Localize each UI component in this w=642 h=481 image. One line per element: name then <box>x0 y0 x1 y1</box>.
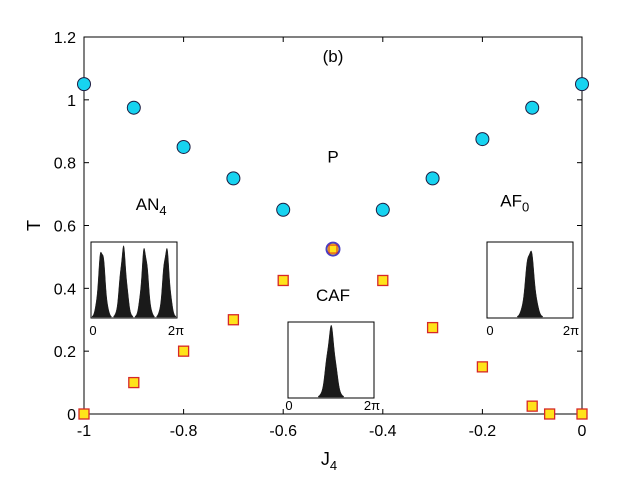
inset-peak <box>318 325 344 398</box>
inset-AF0: 0 2π <box>486 241 579 338</box>
square-point <box>78 408 90 420</box>
circle-point <box>176 139 191 154</box>
circle-point <box>226 171 241 186</box>
annotation-label: AF0 <box>500 192 529 215</box>
y-tick-label: 0.4 <box>54 281 76 298</box>
y-tick-label: 1.2 <box>54 30 76 47</box>
inset-tick-label: 0 <box>285 398 292 413</box>
annotation-label: AN4 <box>136 195 167 218</box>
x-tick-label: -1 <box>77 423 91 440</box>
square-point <box>377 274 389 287</box>
inset-AN4: 0 2π <box>89 241 184 338</box>
annotation-label: CAF <box>316 286 350 305</box>
annotation-label: (b) <box>323 47 344 66</box>
inset-tick-label: 2π <box>168 323 184 338</box>
annotation-label: P <box>327 148 338 167</box>
annotation-subscript: 0 <box>522 200 529 215</box>
square-point <box>227 314 240 326</box>
y-axis-title: T <box>24 220 44 231</box>
inset-peak <box>134 247 155 318</box>
square-point <box>426 321 439 334</box>
plot-area: -1 -0.8 -0.6 -0.4 -0.2 000.20.40.60.811.2J4T(… <box>24 30 589 473</box>
inset-tick-label: 2π <box>563 323 579 338</box>
y-tick-label: 0.8 <box>54 156 76 173</box>
annotation-subscript: 4 <box>159 203 166 218</box>
square-point <box>476 361 489 373</box>
circle-point <box>126 100 141 115</box>
insets-layer: 0 2π 0 2π 0 2π <box>89 241 579 413</box>
y-tick-label: 0 <box>67 407 76 424</box>
square-point <box>177 345 190 357</box>
inset-tick-label: 2π <box>364 398 380 413</box>
y-tick-label: 0.2 <box>54 344 76 361</box>
circle-point <box>77 77 91 92</box>
square-point <box>526 400 538 412</box>
y-tick-label: 0.6 <box>54 219 76 236</box>
inset-tick-label: 0 <box>89 323 96 338</box>
square-point <box>128 376 140 389</box>
square-point <box>543 408 556 420</box>
x-axis-title-subscript: 4 <box>330 458 337 473</box>
inset-peak <box>91 251 112 318</box>
circle-point <box>575 77 589 92</box>
x-tick-label: -0.4 <box>369 423 397 440</box>
inset-peak <box>113 245 134 318</box>
circle-point <box>425 171 440 186</box>
x-tick-label: -0.2 <box>469 423 497 440</box>
x-tick-label: 0 <box>578 423 587 440</box>
inset-peak <box>517 250 543 318</box>
critical-point-square <box>328 244 338 254</box>
circle-point <box>475 132 490 147</box>
x-tick-label: -0.6 <box>269 423 297 440</box>
circle-point <box>276 202 291 217</box>
square-point <box>277 274 289 287</box>
inset-CAF: 0 2π <box>285 321 380 413</box>
inset-peak <box>156 247 177 318</box>
x-tick-label: -0.8 <box>170 423 198 440</box>
y-tick-label: 1 <box>67 93 76 110</box>
circle-point <box>375 202 390 217</box>
square-point <box>576 408 588 420</box>
inset-tick-label: 0 <box>486 323 493 338</box>
circle-point <box>525 100 540 115</box>
